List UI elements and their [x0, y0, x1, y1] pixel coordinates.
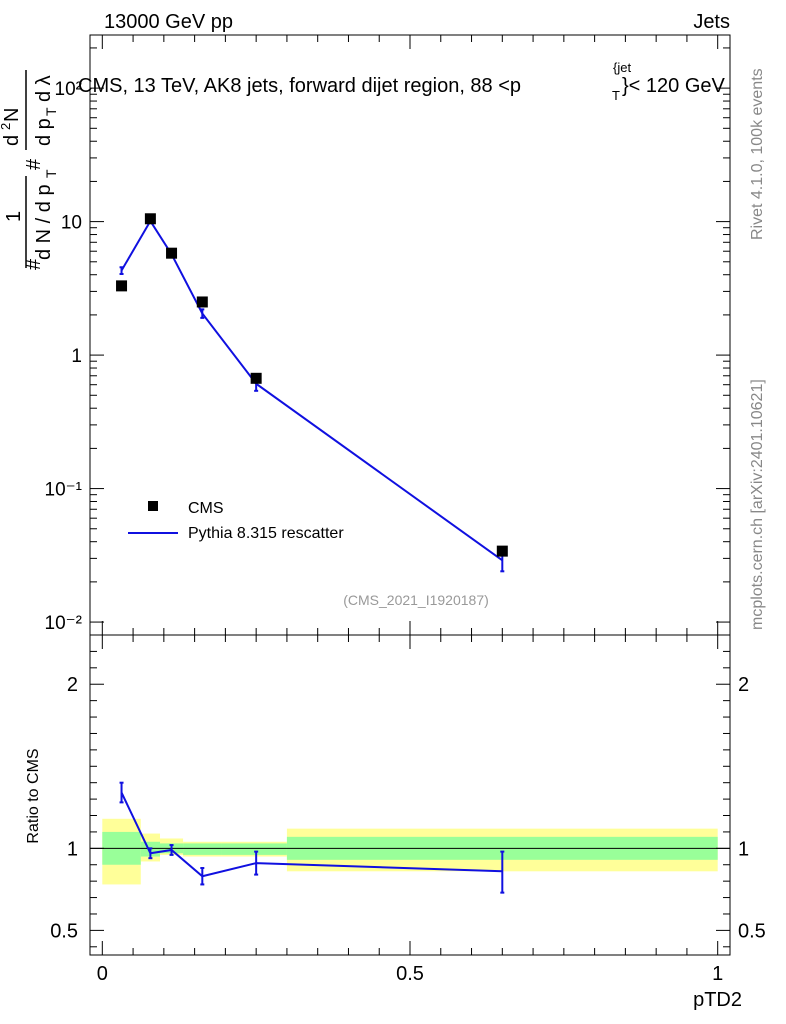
- main-y-tick-label: 10²: [55, 79, 82, 100]
- main-data-layer: [116, 213, 508, 573]
- main-y-tick-label: 10⁻²: [45, 613, 83, 634]
- chart-title: CMS, 13 TeV, AK8 jets, forward dijet reg…: [78, 60, 726, 103]
- main-y-tick-label: 10: [61, 213, 82, 234]
- x-tick-label: 0: [97, 963, 108, 985]
- svg-text:#: #: [23, 258, 45, 270]
- ratio-x-tick-labels: 0 0.5 1: [97, 963, 724, 985]
- cms-data-point: [496, 545, 508, 557]
- header-jets-label: Jets: [693, 11, 730, 33]
- main-y-tick-label: 10⁻¹: [45, 480, 83, 501]
- svg-text:d N / d p: d N / d p: [33, 184, 55, 260]
- ratio-y-tick-label-right: 2: [738, 674, 749, 696]
- cms-data-point: [116, 280, 128, 292]
- pythia-line: [120, 219, 503, 562]
- svg-text:1: 1: [3, 211, 25, 222]
- chart-title-sup: {jet: [613, 60, 631, 75]
- svg-text:2: 2: [0, 123, 13, 130]
- ratio-y-tick-labels: 0.5 0.5 1 1 2 2: [50, 674, 766, 942]
- ratio-data-layer: [119, 781, 505, 894]
- main-y-axis-label: # 1 d N / d p T # d 2 N d p T d λ: [0, 70, 59, 270]
- svg-text:d: d: [1, 135, 23, 146]
- x-tick-label: 1: [712, 963, 723, 985]
- ratio-line: [120, 792, 503, 878]
- main-axis-ticks: [90, 35, 730, 635]
- legend-cms-label: CMS: [188, 500, 224, 517]
- mcplots-reference-label: mcplots.cern.ch [arXiv:2401.10621]: [749, 379, 766, 630]
- ratio-axis-ticks: [90, 634, 730, 955]
- ratio-y-axis-label: Ratio to CMS: [25, 748, 42, 843]
- ratio-y-tick-label-right: 1: [738, 838, 749, 860]
- svg-text:#: #: [23, 158, 45, 170]
- ratio-band-inner: [221, 843, 287, 855]
- x-axis-label: pTD2: [693, 989, 742, 1011]
- legend: CMS Pythia 8.315 rescatter: [128, 500, 344, 542]
- main-y-tick-labels: 10⁻² 10⁻¹ 1 10 10²: [45, 79, 83, 634]
- cms-data-point: [144, 213, 156, 225]
- ratio-y-tick-label-right: 0.5: [738, 920, 766, 942]
- svg-text:N: N: [1, 108, 23, 122]
- rivet-version-label: Rivet 4.1.0, 100k events: [749, 68, 766, 240]
- svg-text:T: T: [43, 169, 59, 178]
- chart-title-tail: }< 120 GeV: [622, 75, 726, 97]
- chart-title-main: CMS, 13 TeV, AK8 jets, forward dijet reg…: [78, 75, 521, 97]
- svg-text:T: T: [43, 107, 59, 116]
- ratio-panel: 0.5 0.51 12 2 0 0.5 1 Ratio to CMS pTD2: [25, 634, 766, 1011]
- main-frame: [89, 34, 731, 636]
- ratio-band-inner: [183, 843, 222, 855]
- main-y-tick-label: 1: [71, 346, 82, 367]
- legend-pythia-label: Pythia 8.315 rescatter: [188, 525, 344, 542]
- header-energy-label: 13000 GeV pp: [104, 11, 233, 33]
- svg-text:d λ: d λ: [33, 75, 55, 102]
- legend-cms-marker: [148, 501, 158, 511]
- chart-title-sub: T: [612, 88, 620, 103]
- ratio-y-tick-label-left: 2: [67, 674, 78, 696]
- main-panel: 10⁻² 10⁻¹ 1 10 10² # 1 d N / d p T # d 2 N d…: [0, 34, 731, 636]
- x-tick-label: 0.5: [396, 963, 424, 985]
- ratio-y-tick-label-left: 1: [67, 838, 78, 860]
- ratio-y-tick-label-left: 0.5: [50, 920, 78, 942]
- ratio-uncertainty-bands: [102, 818, 718, 885]
- cms-data-point: [250, 372, 262, 384]
- svg-text:d p: d p: [33, 118, 55, 146]
- analysis-watermark: (CMS_2021_I1920187): [343, 592, 489, 608]
- cms-data-point: [196, 296, 208, 308]
- ratio-frame: [89, 634, 731, 956]
- cms-data-point: [166, 247, 178, 259]
